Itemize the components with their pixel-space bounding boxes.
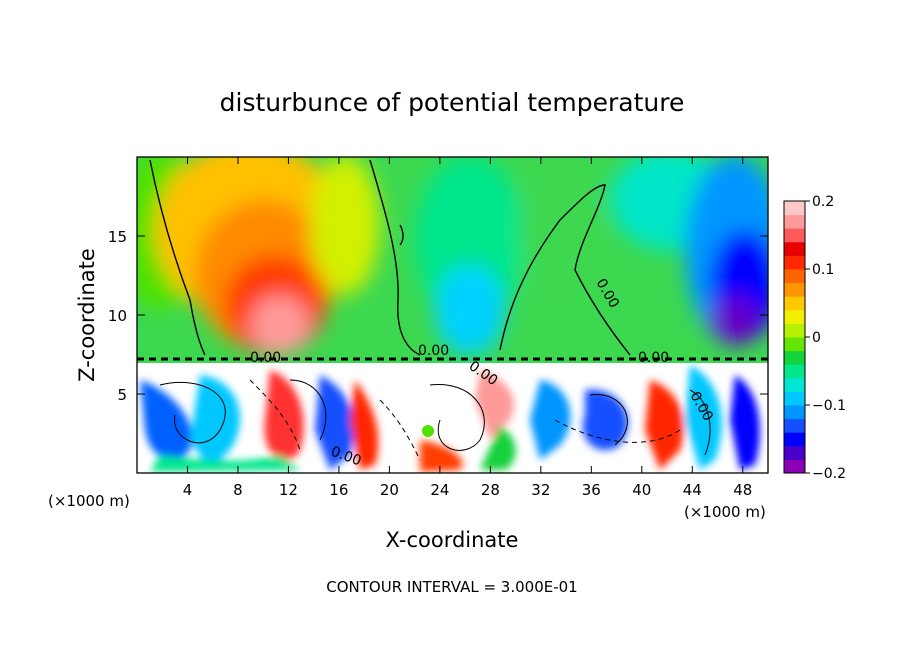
colorbar-tick-label: 0.2 (812, 194, 834, 210)
x-tick-label: 36 (582, 481, 601, 499)
colorbar-tick-label: 0.1 (812, 262, 834, 278)
x-unit-left: (×1000 m) (48, 492, 130, 510)
y-axis-label: Z-coordinate (75, 248, 99, 382)
x-tick-label: 48 (733, 481, 752, 499)
colorbar-swatch (784, 269, 805, 284)
x-tick-label: 12 (279, 481, 298, 499)
colorbar-frame (783, 200, 806, 474)
colorbar-swatch (784, 459, 805, 474)
x-axis-label: X-coordinate (386, 528, 519, 552)
contour-label: 0.00 (250, 350, 281, 366)
contour-interval-note: CONTOUR INTERVAL = 3.000E-01 (326, 578, 577, 596)
colorbar-swatch (784, 241, 805, 256)
y-tick-label: 5 (117, 386, 127, 404)
colorbar-tick-label: −0.1 (812, 398, 846, 414)
colorbar-swatch (784, 445, 805, 460)
colorbar-tick-label: 0 (812, 330, 821, 346)
x-unit-right: (×1000 m) (684, 503, 766, 521)
x-tick-label: 32 (531, 481, 550, 499)
contour-label: 0.00 (418, 343, 449, 359)
colorbar-swatch (784, 391, 805, 406)
colorbar-swatch (784, 296, 805, 311)
colorbar-swatch (784, 405, 805, 420)
colorbar-swatch (784, 323, 805, 338)
x-tick-label: 16 (329, 481, 348, 499)
colorbar-swatch (784, 364, 805, 379)
y-tick-label: 10 (108, 307, 127, 325)
x-tick-label: 4 (183, 481, 193, 499)
y-axis: 5 10 15 (108, 228, 768, 404)
colorbar (784, 201, 805, 474)
colorbar-tick-label: −0.2 (812, 466, 846, 482)
colorbar-swatch (784, 214, 805, 229)
y-tick-label: 15 (108, 228, 127, 246)
colorbar-swatch (784, 350, 805, 365)
colorbar-ticks: 0.2 0.1 0 −0.1 −0.2 (805, 194, 846, 482)
x-axis: 4 8 12 16 20 24 28 32 36 40 44 48 (183, 157, 752, 499)
colorbar-swatch (784, 309, 805, 324)
x-tick-label: 40 (632, 481, 651, 499)
colorbar-swatch (784, 377, 805, 392)
colorbar-swatch (784, 228, 805, 243)
x-tick-label: 24 (430, 481, 449, 499)
colorbar-swatch (784, 282, 805, 297)
x-tick-label: 44 (683, 481, 702, 499)
colorbar-swatch (784, 432, 805, 447)
colorbar-swatch (784, 255, 805, 270)
x-tick-label: 20 (380, 481, 399, 499)
colorbar-swatch (784, 418, 805, 433)
x-tick-label: 28 (481, 481, 500, 499)
chart-title: disturbunce of potential temperature (220, 88, 685, 117)
x-tick-label: 8 (233, 481, 243, 499)
colorbar-swatch (784, 337, 805, 352)
plot-area: 0.00 0.00 0.00 0.00 0.00 0.00 0.00 (137, 157, 768, 473)
contour-label: 0.00 (638, 350, 669, 366)
colorbar-swatch (784, 201, 805, 216)
